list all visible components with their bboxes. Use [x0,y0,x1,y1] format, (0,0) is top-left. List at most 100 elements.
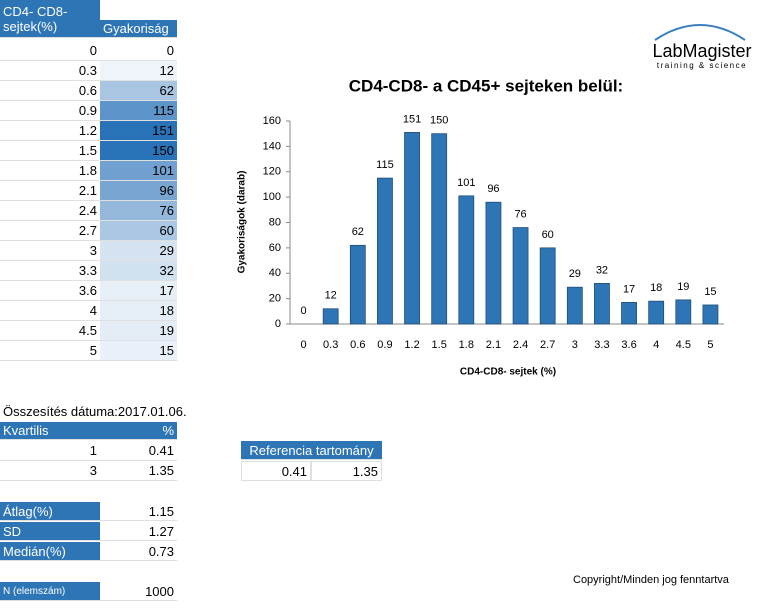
y-tick-label: 160 [263,115,281,127]
chart-title: CD4-CD8- a CD45+ sejteken belül: [349,76,623,95]
table-cell: 101 [100,161,177,181]
stat-label: N (elemszám) [0,582,100,601]
table-cell: 3 [0,241,100,261]
logo-arc [654,24,746,41]
bar [485,201,502,325]
table-cell: 1 [0,441,100,461]
table-cell: 2.4 [0,201,100,221]
table-cell: 62 [100,81,177,101]
stat-value: 1000 [100,582,177,601]
table-cell: 115 [100,101,177,121]
x-tick-label: 0 [301,339,307,351]
y-tick-label: 20 [269,293,281,305]
table-cell: 151 [100,121,177,141]
value-label: 32 [596,264,608,276]
value-label: 62 [352,226,364,238]
y-tick-label: 140 [263,140,281,152]
value-label: 19 [677,281,689,293]
table-cell: 0.41 [241,461,311,481]
x-axis-title: CD4-CD8- sejtek (%) [460,367,556,378]
header-cell: Kvartilis [0,422,100,440]
header-cell: Gyakoriság [100,20,177,38]
x-tick-label: 5 [707,339,713,351]
table-cell: 0.41 [100,441,177,461]
value-label: 15 [704,286,716,298]
y-tick-label: 40 [269,267,281,279]
y-tick-label: 100 [263,191,281,203]
table-cell: 0 [100,41,177,61]
value-label: 151 [403,113,421,125]
table-cell: 60 [100,221,177,241]
x-tick-label: 0.9 [377,339,392,351]
x-tick-label: 3 [572,339,578,351]
y-tick-label: 80 [269,216,281,228]
bar [621,302,637,325]
x-tick-label: 1.8 [459,339,474,351]
table-cell: 1.5 [0,141,100,161]
table-cell: 15 [100,341,177,361]
table-cell: 17 [100,281,177,301]
value-label: 115 [376,159,394,171]
x-tick-label: 2.4 [513,339,528,351]
value-label: 0 [301,305,307,317]
bar [539,247,556,325]
bar [648,300,665,325]
value-label: 60 [542,229,554,241]
value-label: 29 [569,268,581,280]
copyright: Copyright/Minden jog fenntartva [573,574,730,586]
value-label: 150 [430,115,448,127]
bar [594,282,610,325]
logo-name: LabMagister [652,41,751,61]
table-cell: 2.7 [0,221,100,241]
table-cell: 0.9 [0,101,100,121]
stat-label: Medián(%) [0,542,100,561]
x-tick-label: 0.6 [350,339,365,351]
bar [702,304,719,325]
bar [675,299,692,325]
header-cell: % [100,422,177,440]
bar [458,195,475,325]
y-tick-label: 120 [263,166,281,178]
value-label: 101 [457,177,475,189]
x-tick-label: 4 [653,339,659,351]
bar [404,132,420,325]
x-tick-label: 4.5 [676,339,691,351]
x-tick-label: 2.7 [540,339,555,351]
table-cell: 19 [100,321,177,341]
table-cell: 4 [0,301,100,321]
table-cell: 32 [100,261,177,281]
table-cell: 0.6 [0,81,100,101]
table-cell: 3.3 [0,261,100,281]
table-cell: 150 [100,141,177,161]
value-label: 12 [325,290,337,302]
bar [431,133,448,325]
stat-value: 1.15 [100,502,177,521]
table-cell: 96 [100,181,177,201]
table-cell: 0 [0,41,100,61]
table-cell: 1.35 [311,461,382,481]
value-label: 17 [623,283,635,295]
value-label: 18 [650,282,662,294]
table-cell: 29 [100,241,177,261]
header-cell: Referencia tartomány [241,441,382,460]
x-tick-label: 2.1 [486,339,501,351]
table-cell: 3.6 [0,281,100,301]
bar [377,177,393,325]
x-tick-label: 3.3 [594,339,609,351]
x-tick-label: 1.5 [432,339,447,351]
header-cell: CD4- CD8- sejtek(%) [0,0,100,38]
x-tick-label: 1.2 [404,339,419,351]
table-cell: 0.3 [0,61,100,81]
table-cell: 1.35 [100,461,177,481]
table-cell: 3 [0,461,100,481]
date-label: Összesítés dátuma:2017.01.06. [3,403,187,419]
table-cell: 4.5 [0,321,100,341]
stat-value: 1.27 [100,522,177,541]
bar [349,244,366,325]
table-cell: 2.1 [0,181,100,201]
bar [512,227,529,325]
value-label: 76 [514,208,526,220]
stat-value: 0.73 [100,542,177,561]
table-cell: 12 [100,61,177,81]
